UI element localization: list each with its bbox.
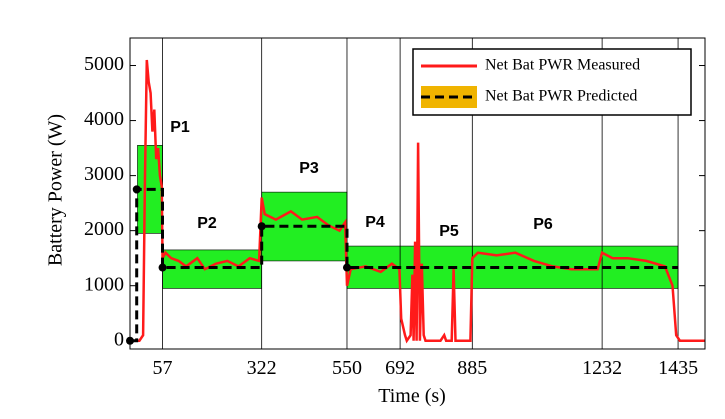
y-tick-label: 3000 (84, 163, 124, 185)
x-tick-label: 692 (385, 357, 415, 379)
band (261, 191, 348, 262)
x-tick-label: 885 (457, 357, 487, 379)
point (257, 222, 266, 231)
annotation: P3 (299, 160, 319, 177)
annotation: P4 (365, 214, 385, 231)
band (162, 249, 262, 289)
plot-frame (129, 37, 706, 350)
y-tick-label: 4000 (84, 108, 124, 130)
y-tick-label: 5000 (84, 53, 124, 75)
series-line (130, 187, 679, 343)
y-tick-label: 2000 (84, 218, 124, 240)
annotation: P2 (197, 215, 217, 232)
annotation: P5 (439, 223, 459, 240)
x-tick-label: 57 (153, 357, 173, 379)
annotation: P6 (533, 216, 553, 233)
point (342, 263, 351, 272)
y-tick-label: 1000 (84, 273, 124, 295)
x-tick-label: 1435 (658, 357, 698, 379)
legend-label: Net Bat PWR Measured (485, 57, 640, 74)
y-axis-label: Battery Power (W) (45, 114, 67, 266)
point (132, 185, 141, 194)
point (158, 263, 167, 272)
legend-label: Net Bat PWR Predicted (485, 88, 637, 105)
x-tick-label: 550 (332, 357, 362, 379)
x-tick-label: 322 (247, 357, 277, 379)
y-tick-label: 0 (114, 328, 124, 350)
x-axis-label: Time (s) (378, 385, 446, 407)
annotation: P1 (170, 119, 190, 136)
x-tick-label: 1232 (582, 357, 622, 379)
